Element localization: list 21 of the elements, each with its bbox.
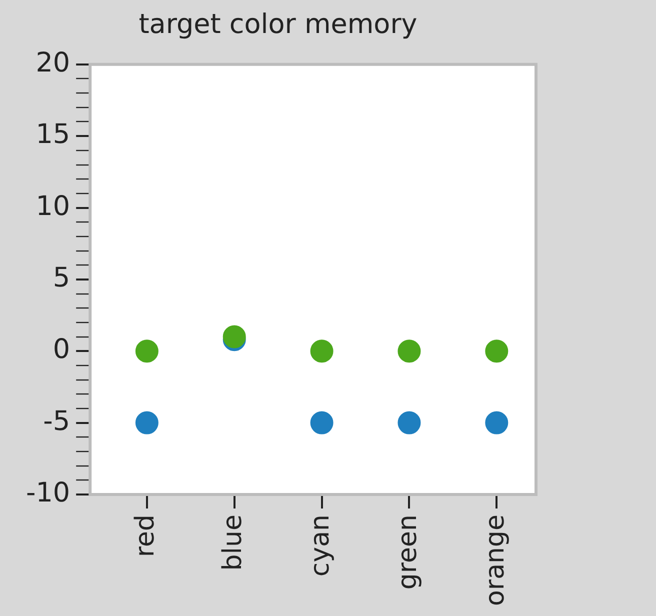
y-tick-label: 20	[36, 47, 70, 78]
point	[485, 340, 508, 363]
x-tick-label: cyan	[306, 514, 336, 577]
y-tick-label: 0	[52, 334, 70, 366]
y-tick-label: 15	[36, 119, 70, 150]
point	[310, 411, 334, 434]
point	[135, 411, 158, 434]
point	[485, 411, 508, 434]
point	[398, 340, 421, 363]
y-tick-label: 5	[52, 262, 70, 294]
x-tick-label: red	[130, 514, 161, 558]
y-tick-label: 10	[36, 190, 70, 222]
x-tick-label: green	[392, 514, 423, 590]
y-tick-label: -5	[43, 406, 70, 437]
y-tick-label: -10	[26, 478, 70, 509]
x-tick-label: blue	[218, 514, 248, 571]
point	[398, 411, 421, 434]
point	[310, 340, 334, 363]
x-tick-label: orange	[480, 514, 510, 606]
chart-title: target color memory	[138, 9, 418, 40]
point	[135, 340, 158, 363]
